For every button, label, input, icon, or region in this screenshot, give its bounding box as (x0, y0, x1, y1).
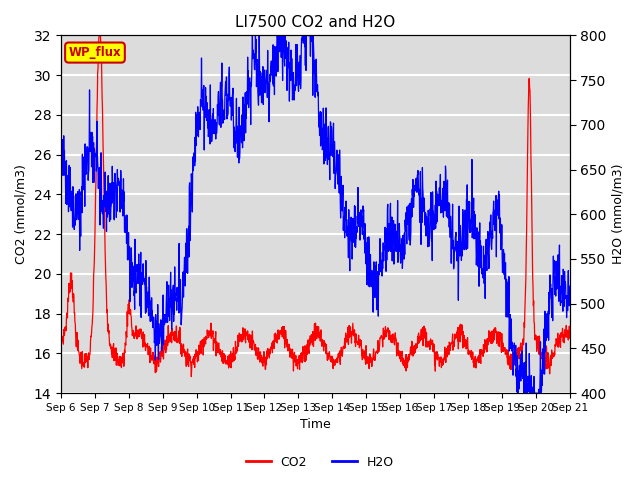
Title: LI7500 CO2 and H2O: LI7500 CO2 and H2O (236, 15, 396, 30)
X-axis label: Time: Time (300, 419, 331, 432)
Y-axis label: CO2 (mmol/m3): CO2 (mmol/m3) (15, 164, 28, 264)
Legend: CO2, H2O: CO2, H2O (241, 451, 399, 474)
Text: WP_flux: WP_flux (68, 46, 122, 59)
Y-axis label: H2O (mmol/m3): H2O (mmol/m3) (612, 164, 625, 264)
